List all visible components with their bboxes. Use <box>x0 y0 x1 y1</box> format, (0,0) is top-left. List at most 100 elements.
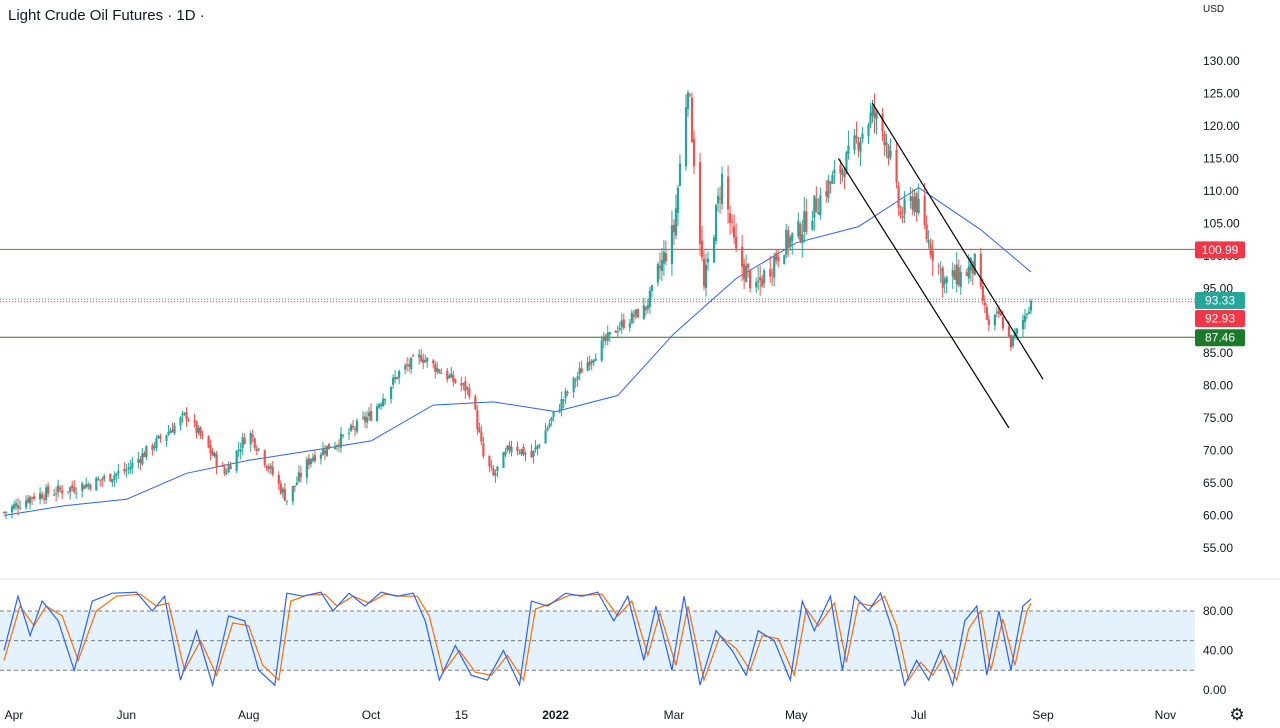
candle-52 <box>151 443 154 456</box>
candle-body <box>973 253 976 275</box>
candle-15 <box>45 484 48 504</box>
candle-141 <box>398 369 401 385</box>
candle-267 <box>755 277 758 294</box>
time-tick-label-10: Nov <box>1155 708 1176 722</box>
candle-body <box>979 253 982 287</box>
time-tick-label-8: Jul <box>911 708 926 722</box>
candle-273 <box>771 268 774 287</box>
candle-body <box>277 474 280 484</box>
candle-body <box>347 432 351 434</box>
price-tick-label-3: 70.00 <box>1203 444 1233 458</box>
price-axis[interactable]: 55.0060.0065.0070.0075.0080.0085.0090.00… <box>1203 4 1240 697</box>
candle-body <box>925 224 928 240</box>
candle-171 <box>482 436 485 459</box>
candle-130 <box>367 406 371 421</box>
candle-body <box>353 428 357 430</box>
candle-129 <box>365 411 369 429</box>
candle-body <box>59 487 62 490</box>
candle-72 <box>207 435 210 449</box>
candle-body <box>915 193 918 213</box>
candle-287 <box>811 210 814 232</box>
candle-body <box>165 435 168 442</box>
candle-113 <box>321 441 325 456</box>
candle-body <box>574 379 577 382</box>
candle-body <box>53 494 56 496</box>
candle-177 <box>502 451 505 469</box>
candle-259 <box>731 214 734 234</box>
candle-body <box>221 466 224 468</box>
candle-body <box>783 255 786 265</box>
candle-body <box>10 506 14 513</box>
candle-314 <box>885 133 888 158</box>
candle-323 <box>911 188 914 216</box>
gear-icon[interactable]: ⚙ <box>1229 705 1245 724</box>
candle-292 <box>825 180 828 204</box>
candle-body <box>4 511 8 513</box>
candle-258 <box>728 205 732 235</box>
candle-body <box>367 412 371 417</box>
candle-body <box>137 458 140 463</box>
candle-body <box>61 490 64 494</box>
candle-241 <box>678 154 682 187</box>
candle-body <box>881 113 884 132</box>
candle-123 <box>349 423 353 433</box>
candle-body <box>97 479 100 481</box>
candle-body <box>211 451 214 456</box>
candle-body <box>845 152 848 175</box>
candle-216 <box>608 331 611 343</box>
candle-17 <box>53 488 56 496</box>
candle-body <box>943 279 946 284</box>
candle-325 <box>915 191 918 222</box>
stoch-tick-label-1: 40.00 <box>1203 644 1233 658</box>
candle-body <box>829 181 832 184</box>
candle-44 <box>127 462 130 475</box>
candle-206 <box>580 360 583 373</box>
time-axis[interactable]: Apr Jun Aug Oct 15 2022 Mar May Jul Sep Nov <box>5 708 1176 722</box>
time-tick-label-0: Apr <box>5 708 24 722</box>
candle-body <box>676 187 680 214</box>
candle-332 <box>937 262 940 275</box>
candle-62 <box>179 415 182 431</box>
candle-120 <box>339 426 343 453</box>
candle-body <box>185 411 188 420</box>
stochastic-lines <box>3 591 1032 688</box>
candle-body <box>492 468 495 476</box>
candle-156 <box>440 368 443 374</box>
candle-body <box>169 430 172 434</box>
candle-body <box>249 433 252 445</box>
candle-body <box>319 454 323 459</box>
candle-362 <box>1021 314 1025 337</box>
candle-97 <box>277 471 280 491</box>
candle-body <box>309 459 312 465</box>
candle-310 <box>873 93 876 134</box>
candle-279 <box>787 225 790 257</box>
candle-body <box>55 493 58 495</box>
candle-102 <box>291 485 294 506</box>
candle-body <box>285 500 288 502</box>
candle-body <box>678 163 682 186</box>
candle-body <box>337 444 341 447</box>
candle-body <box>967 266 970 279</box>
candle-145 <box>410 357 413 374</box>
candle-351 <box>987 314 990 332</box>
candle-87 <box>249 430 252 453</box>
candle-body <box>702 258 706 287</box>
candle-6 <box>18 500 22 510</box>
candle-body <box>365 417 369 423</box>
candle-body <box>656 264 659 283</box>
candle-body <box>225 473 228 475</box>
candle-body <box>875 112 878 120</box>
candle-body <box>817 212 820 215</box>
candle-39 <box>113 471 116 487</box>
candle-body <box>339 433 343 448</box>
candle-63 <box>181 410 184 423</box>
candle-100 <box>283 482 286 502</box>
candle-body <box>32 496 36 499</box>
candle-150 <box>424 354 427 364</box>
candle-body <box>690 97 694 142</box>
candle-187 <box>530 444 533 459</box>
candle-body <box>271 466 274 475</box>
price-badge-bg <box>1195 329 1245 347</box>
candle-106 <box>299 465 302 483</box>
